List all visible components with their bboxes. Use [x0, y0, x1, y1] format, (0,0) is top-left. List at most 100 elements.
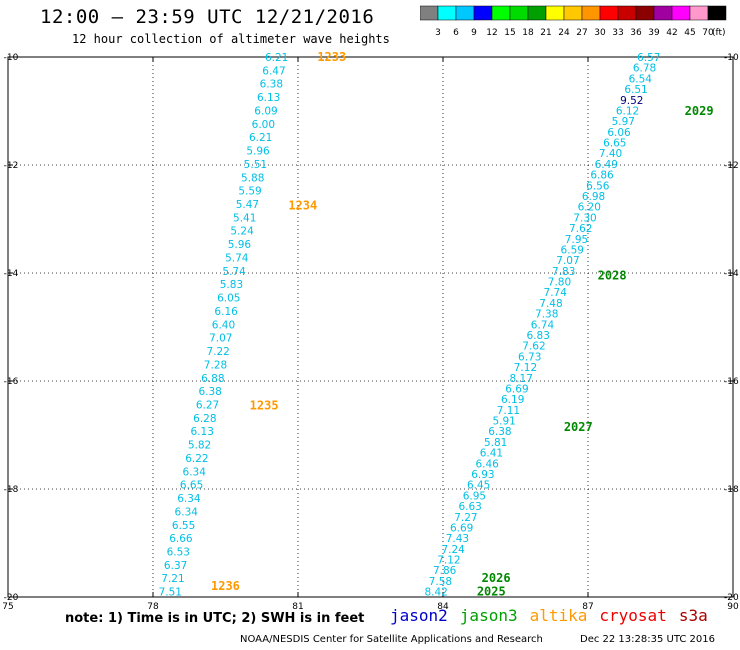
color-scale-tick: 45	[684, 28, 695, 38]
swh-value: 6.22	[185, 453, 208, 465]
swh-value: 6.54	[629, 73, 653, 85]
y-tick-label: -14	[724, 269, 739, 279]
swh-value: 6.65	[603, 138, 626, 150]
swh-value: 5.74	[225, 252, 249, 264]
swh-value: 7.43	[446, 533, 469, 545]
swh-value: 6.06	[607, 127, 631, 139]
swh-value: 7.48	[539, 298, 562, 310]
color-scale-tick: 24	[558, 28, 570, 38]
swh-value: 7.12	[437, 555, 460, 567]
x-tick-label: 87	[582, 602, 593, 612]
swh-value: 5.88	[241, 172, 264, 184]
swh-value: 6.66	[169, 533, 193, 545]
chart-ticks: 75 78 81 84 87 90 -10 -10 -12 -12 -14 -14 -16 -16 -18 -…	[2, 53, 739, 612]
swh-value: 5.59	[238, 186, 261, 198]
y-tick-label: -14	[4, 269, 19, 279]
color-scale-tick: 9	[471, 28, 477, 38]
color-scale-tick: 18	[522, 28, 534, 38]
y-tick-label: -12	[724, 161, 739, 171]
swh-value: 5.83	[220, 279, 243, 291]
color-scale-tick: 12	[486, 28, 497, 38]
swh-value: 6.65	[180, 480, 203, 492]
swh-value: 7.11	[497, 405, 520, 417]
color-scale-tick: 30	[594, 28, 606, 38]
swh-value: 7.95	[565, 234, 588, 246]
swh-value: 7.07	[209, 333, 232, 345]
swh-value: 6.13	[191, 426, 214, 438]
swh-value: 6.21	[265, 52, 288, 64]
swh-value: 5.24	[230, 226, 254, 238]
swh-value: 7.12	[514, 362, 537, 374]
chart-grid	[8, 57, 733, 597]
y-tick-label: -20	[724, 593, 739, 603]
swh-value: 6.41	[480, 448, 503, 460]
y-tick-label: -16	[4, 377, 19, 387]
swh-value: 6.46	[475, 458, 499, 470]
swh-value: 6.59	[561, 244, 584, 256]
swh-value: 6.51	[624, 84, 647, 96]
x-tick-label: 90	[727, 602, 739, 612]
swh-value: 6.12	[616, 105, 639, 117]
pass-label: 1236	[211, 579, 240, 593]
swh-value: 6.56	[586, 180, 610, 192]
swh-value: 7.07	[556, 255, 579, 267]
y-tick-label: -18	[4, 485, 19, 495]
plot-frame	[7, 56, 734, 598]
swh-value: 7.30	[573, 212, 596, 224]
swh-value: 6.27	[196, 399, 219, 411]
swh-value: 6.88	[201, 373, 224, 385]
color-scale-tick: 15	[504, 28, 515, 38]
pass-label: 2026	[482, 571, 511, 585]
swh-value: 6.63	[458, 501, 481, 513]
color-swatch	[707, 5, 727, 21]
pass-label: 2028	[598, 269, 627, 283]
swh-value: 6.19	[501, 394, 524, 406]
satellite-legend: jason2 jason3 altika cryosat s3a	[390, 606, 720, 625]
swh-value: 6.95	[463, 490, 486, 502]
color-scale-tick: 3	[435, 28, 441, 38]
swh-value: 5.97	[612, 116, 635, 128]
swh-value: 6.28	[193, 413, 216, 425]
swh-value: 7.27	[454, 512, 477, 524]
swh-value: 7.62	[522, 341, 545, 353]
color-scale-tick: 27	[576, 28, 587, 38]
y-tick-label: -16	[724, 377, 739, 387]
swh-value: 7.24	[441, 544, 465, 556]
swh-value: 6.38	[488, 426, 511, 438]
swh-value: 6.78	[633, 63, 656, 75]
swh-value: 7.80	[548, 277, 571, 289]
x-tick-label: 75	[2, 602, 13, 612]
swh-value: 6.45	[467, 480, 490, 492]
swh-value: 5.51	[244, 159, 267, 171]
swh-value: 6.69	[505, 383, 528, 395]
pass-label: 2027	[564, 420, 593, 434]
swh-value: 7.22	[206, 346, 229, 358]
chart-title: 12:00 – 23:59 UTC 12/21/2016	[40, 6, 375, 28]
swh-value: 7.28	[204, 359, 227, 371]
swh-value: 6.98	[582, 191, 605, 203]
y-tick-label: -20	[4, 593, 19, 603]
units-note: note: 1) Time is in UTC; 2) SWH is in fe…	[65, 611, 365, 626]
color-scale-tick: 6	[453, 28, 459, 38]
pass-label: 2025	[477, 585, 506, 599]
swh-value: 7.62	[569, 223, 592, 235]
swh-value: 7.51	[159, 587, 182, 599]
swh-value: 5.81	[484, 437, 507, 449]
swh-value: 6.57	[637, 52, 660, 64]
x-tick-label: 81	[292, 602, 303, 612]
legend-cryosat: cryosat	[599, 606, 667, 625]
pass-label: 1235	[250, 398, 279, 412]
swh-value: 6.00	[252, 119, 275, 131]
chart-axes	[7, 56, 734, 598]
swh-value: 6.38	[198, 386, 221, 398]
swh-value: 5.96	[228, 239, 252, 251]
swh-value: 6.09	[254, 105, 277, 117]
swh-value: 6.38	[260, 79, 283, 91]
swh-value: 7.83	[552, 266, 575, 278]
legend-jason3: jason3	[459, 606, 518, 625]
swh-value: 6.69	[450, 522, 473, 534]
color-scale-unit: (ft)	[712, 28, 726, 38]
swh-value: 6.53	[167, 547, 190, 559]
swh-value: 6.34	[183, 466, 207, 478]
